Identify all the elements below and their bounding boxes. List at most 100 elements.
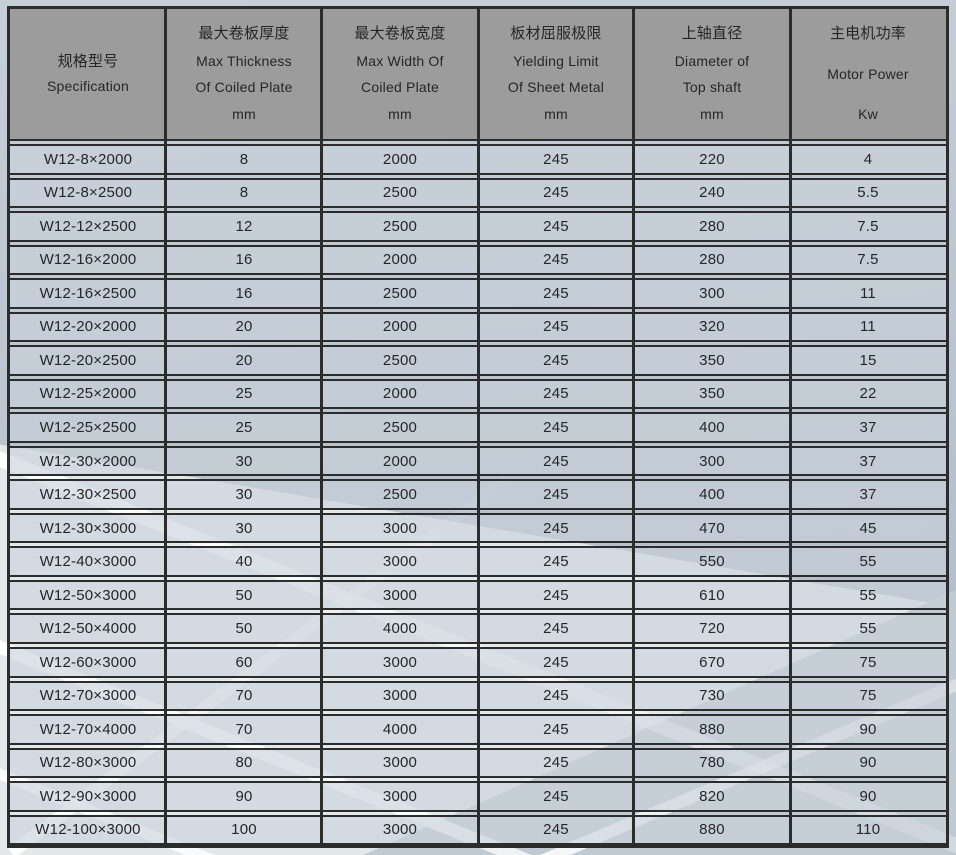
spec-model-cell: W12-60×3000 [10,648,166,676]
column-header: 主电机功率 Motor Power Kw [790,9,946,139]
table-cell: 45 [790,514,946,542]
table-cell: 15 [790,347,946,374]
table-cell: 720 [634,615,790,642]
header-label-zh: 最大卷板厚度 [198,25,290,42]
table-cell: 245 [478,682,634,710]
table-cell: 90 [790,716,946,743]
table-cell: 20 [166,313,322,341]
header-unit: mm [544,105,568,122]
table-cell: 245 [478,447,634,475]
table-cell: 780 [634,749,790,777]
table-cell: 110 [790,816,946,844]
table-cell: 3000 [322,648,478,676]
header-label-en: Max Width Of [356,52,444,69]
table-cell: 2000 [322,146,478,173]
table-cell: 730 [634,682,790,710]
spec-model-cell: W12-8×2000 [10,146,166,173]
spec-model-cell: W12-70×4000 [10,716,166,743]
table-cell: 40 [166,548,322,575]
table-cell: 60 [166,648,322,676]
header-label-zh: 上轴直径 [681,25,743,42]
column-separator [476,9,480,845]
table-cell: 80 [166,749,322,777]
table-cell: 245 [478,816,634,844]
table-cell: 400 [634,414,790,441]
spec-model-cell: W12-40×3000 [10,548,166,575]
table-cell: 37 [790,481,946,508]
spec-model-cell: W12-50×3000 [10,581,166,609]
table-cell: 280 [634,213,790,240]
table-cell: 350 [634,380,790,408]
table-row: W12-25×2000 25 2000 245 350 22 [10,378,946,410]
spec-model-cell: W12-20×2500 [10,347,166,374]
table-row: W12-30×3000 30 3000 245 470 45 [10,512,946,544]
table-cell: 30 [166,481,322,508]
table-cell: 880 [634,716,790,743]
table-cell: 400 [634,481,790,508]
spec-model-cell: W12-30×2500 [10,481,166,508]
spec-model-cell: W12-16×2500 [10,280,166,307]
table-cell: 90 [166,783,322,810]
table-cell: 3000 [322,581,478,609]
table-cell: 320 [634,313,790,341]
table-cell: 16 [166,246,322,274]
spec-model-cell: W12-25×2000 [10,380,166,408]
table-cell: 4000 [322,716,478,743]
table-cell: 245 [478,313,634,341]
header-row: 规格型号 Specification 最大卷板厚度 Max Thickness Of … [10,9,946,141]
table-cell: 50 [166,581,322,609]
table-row: W12-12×2500 12 2500 245 280 7.5 [10,211,946,242]
spec-model-cell: W12-30×2000 [10,447,166,475]
table-cell: 670 [634,648,790,676]
column-header-lines: 最大卷板宽度 Max Width Of Coiled Plate mm [354,25,445,123]
table-cell: 25 [166,380,322,408]
header-label-en: Diameter of [674,52,750,69]
table-cell: 30 [166,514,322,542]
table-cell: 610 [634,581,790,609]
table-cell: 245 [478,280,634,307]
table-cell: 37 [790,414,946,441]
table-cell: 4 [790,146,946,173]
column-header-lines: 规格型号 Specification [47,53,129,95]
table-cell: 2500 [322,414,478,441]
table-cell: 8 [166,146,322,173]
header-label-zh: 最大卷板宽度 [354,25,446,42]
table-cell: 55 [790,615,946,642]
table-cell: 245 [478,380,634,408]
spec-model-cell: W12-100×3000 [10,816,166,844]
table-cell: 245 [478,749,634,777]
table-cell: 50 [166,615,322,642]
table-cell: 245 [478,783,634,810]
table-cell: 3000 [322,548,478,575]
table-cell: 2500 [322,213,478,240]
table-row: W12-16×2000 16 2000 245 280 7.5 [10,244,946,276]
table-cell: 245 [478,615,634,642]
table-cell: 245 [478,581,634,609]
table-cell: 2000 [322,246,478,274]
table-cell: 2500 [322,179,478,207]
table-cell: 100 [166,816,322,844]
table-cell: 2000 [322,447,478,475]
table-cell: 75 [790,682,946,710]
spec-model-cell: W12-8×2500 [10,179,166,207]
table-cell: 245 [478,179,634,207]
header-label-en: Yielding Limit [513,52,599,69]
table-cell: 245 [478,548,634,575]
column-header: 规格型号 Specification [10,9,166,139]
header-label-zh: 规格型号 [57,53,119,70]
column-header: 最大卷板厚度 Max Thickness Of Coiled Plate mm [166,9,322,139]
table-cell: 3000 [322,783,478,810]
column-separator [164,9,168,845]
table-row: W12-30×2000 30 2000 245 300 37 [10,445,946,477]
column-header-lines: 主电机功率 Motor Power Kw [827,25,909,123]
header-unit: mm [700,105,724,122]
header-label-en: Top shaft [682,79,742,96]
table-cell: 280 [634,246,790,274]
spec-model-cell: W12-20×2000 [10,313,166,341]
table-cell: 3000 [322,816,478,844]
table-cell: 880 [634,816,790,844]
table-cell: 2000 [322,313,478,341]
spec-model-cell: W12-30×3000 [10,514,166,542]
header-label-en: Coiled Plate [361,79,439,96]
